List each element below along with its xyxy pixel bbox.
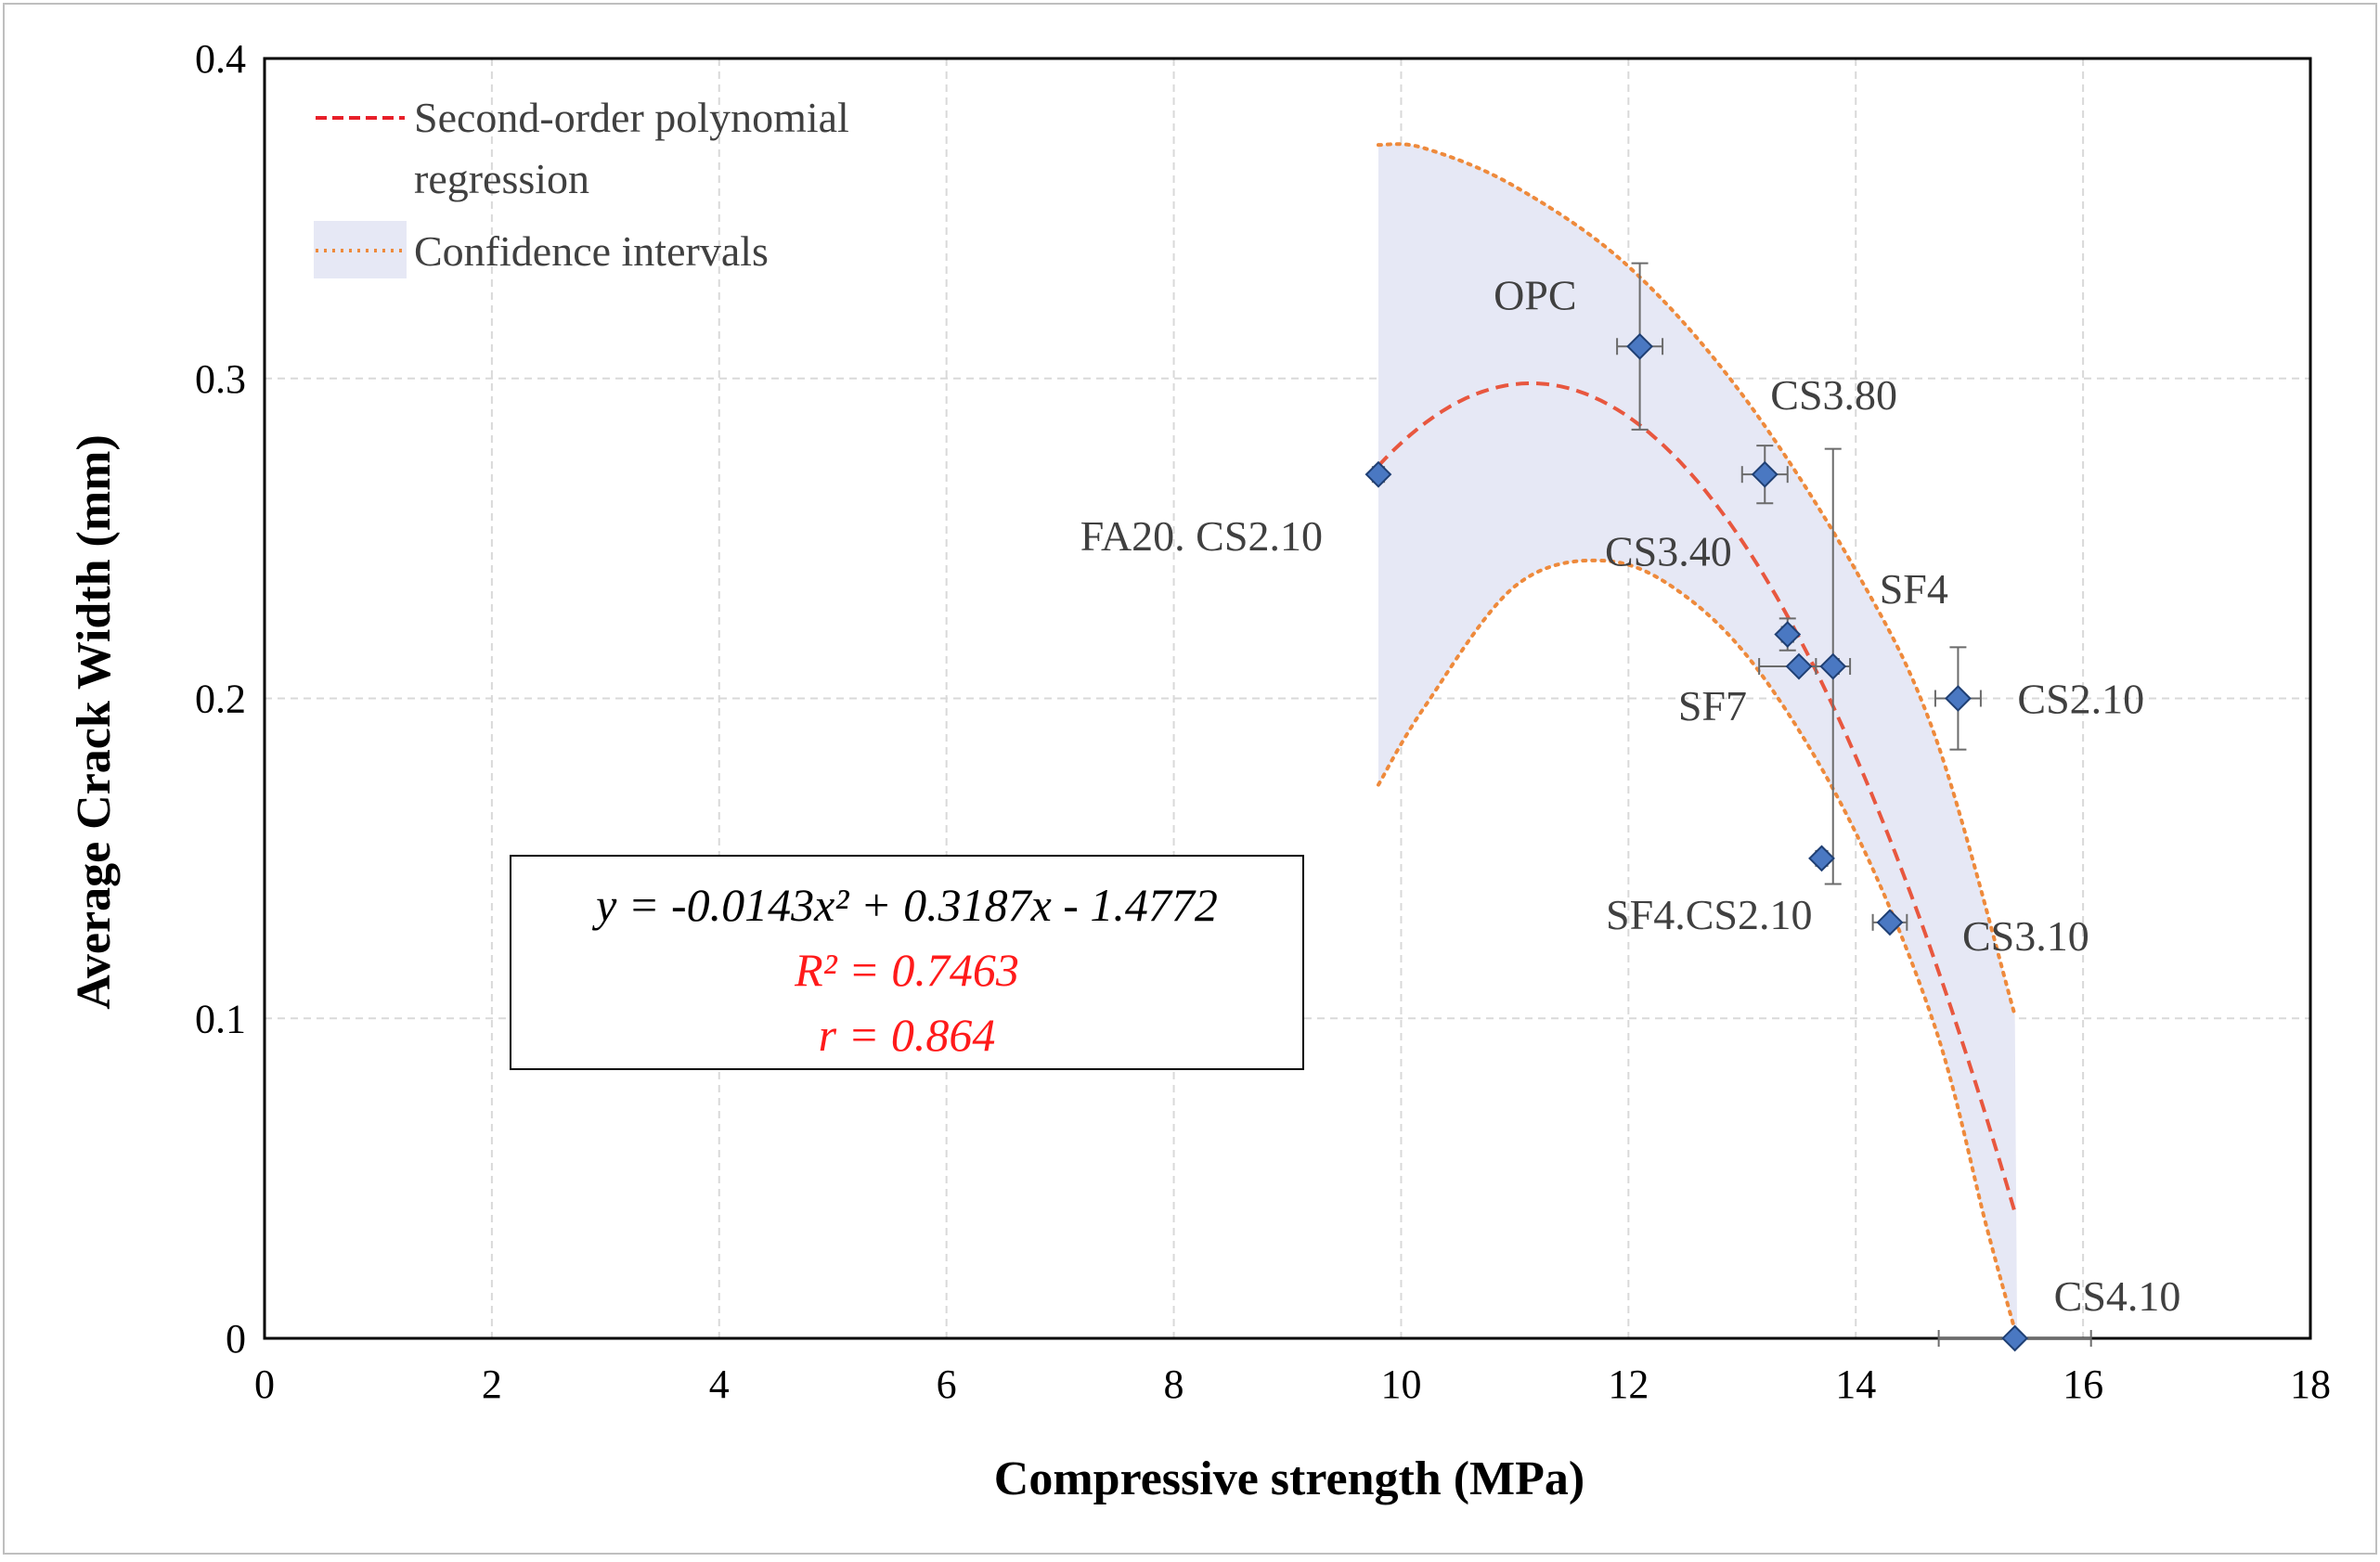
x-tick-label: 4 bbox=[709, 1362, 730, 1407]
point-label: SF4 bbox=[1880, 565, 1948, 613]
point-label: CS4.10 bbox=[2054, 1272, 2181, 1320]
x-axis-title: Compressive strength (MPa) bbox=[994, 1452, 1585, 1505]
point-label: SF7 bbox=[1678, 682, 1747, 729]
y-tick-label: 0 bbox=[226, 1316, 246, 1362]
x-tick-label: 12 bbox=[1608, 1362, 1649, 1407]
data-point bbox=[1751, 460, 1779, 488]
x-tick-label: 6 bbox=[937, 1362, 957, 1407]
y-tick-label: 0.1 bbox=[195, 996, 246, 1041]
data-point bbox=[1774, 621, 1802, 648]
data-point bbox=[1785, 652, 1813, 680]
x-tick-label: 16 bbox=[2063, 1362, 2103, 1407]
point-label: CS3.10 bbox=[1962, 912, 2089, 960]
point-label: CS3.40 bbox=[1605, 528, 1732, 575]
point-label: CS2.10 bbox=[2017, 676, 2144, 723]
x-tick-label: 8 bbox=[1164, 1362, 1184, 1407]
point-label: OPC bbox=[1494, 271, 1576, 318]
data-point bbox=[1945, 685, 1972, 712]
point-label: SF4.CS2.10 bbox=[1606, 891, 1812, 938]
regression-curve bbox=[1377, 381, 2017, 1213]
equation-box-frame bbox=[510, 855, 1304, 1070]
r-squared-value: R² = 0.7463 bbox=[794, 944, 1019, 996]
point-label: FA20. CS2.10 bbox=[1080, 512, 1323, 560]
data-point bbox=[1808, 845, 1835, 872]
x-tick-label: 10 bbox=[1380, 1362, 1421, 1407]
regression-equation: y = -0.0143x² + 0.3187x - 1.4772 bbox=[591, 879, 1218, 931]
legend-regression-label-line1: Second-order polynomial bbox=[414, 94, 849, 141]
plot-frame bbox=[263, 57, 2312, 1340]
x-tick-label: 14 bbox=[1835, 1362, 1876, 1407]
y-tick-label: 0.3 bbox=[195, 356, 246, 402]
x-tick-label: 0 bbox=[254, 1362, 275, 1407]
r-value: r = 0.864 bbox=[819, 1009, 996, 1061]
data-points bbox=[1365, 332, 2029, 1352]
data-point bbox=[1819, 652, 1847, 680]
y-axis-title: Average Crack Width (mm) bbox=[68, 434, 121, 1010]
confidence-interval-band bbox=[1376, 142, 2020, 1340]
equation-box: y = -0.0143x² + 0.3187x - 1.4772 R² = 0.… bbox=[510, 855, 1304, 1070]
x-tick-label: 2 bbox=[482, 1362, 502, 1407]
data-point bbox=[1626, 332, 1653, 360]
confidence-band-fill bbox=[1378, 144, 2018, 1339]
legend: Second-order polynomial regression Confi… bbox=[314, 94, 849, 278]
regression-curve-layer bbox=[1377, 381, 2017, 1213]
point-labels: FA20. CS2.10 OPC CS3.80 CS3.40 SF7 SF4 CS2.10 S… bbox=[1080, 271, 2181, 1320]
data-point bbox=[1876, 909, 1904, 936]
legend-ci-label: Confidence intervals bbox=[414, 227, 769, 275]
point-label: CS3.80 bbox=[1770, 371, 1897, 419]
y-tick-label: 0.2 bbox=[195, 677, 246, 722]
data-point bbox=[2001, 1324, 2029, 1352]
confidence-lower-line bbox=[1376, 558, 2020, 1340]
y-tick-label: 0.4 bbox=[195, 36, 246, 82]
axes: 0 2 4 6 8 10 12 14 16 18 0 0.1 0.2 0.3 0.4 bbox=[195, 36, 2331, 1407]
legend-regression-label-line2: regression bbox=[414, 155, 589, 202]
confidence-upper-line bbox=[1376, 142, 2017, 1017]
data-point bbox=[1365, 460, 1392, 488]
x-tick-label: 18 bbox=[2290, 1362, 2331, 1407]
